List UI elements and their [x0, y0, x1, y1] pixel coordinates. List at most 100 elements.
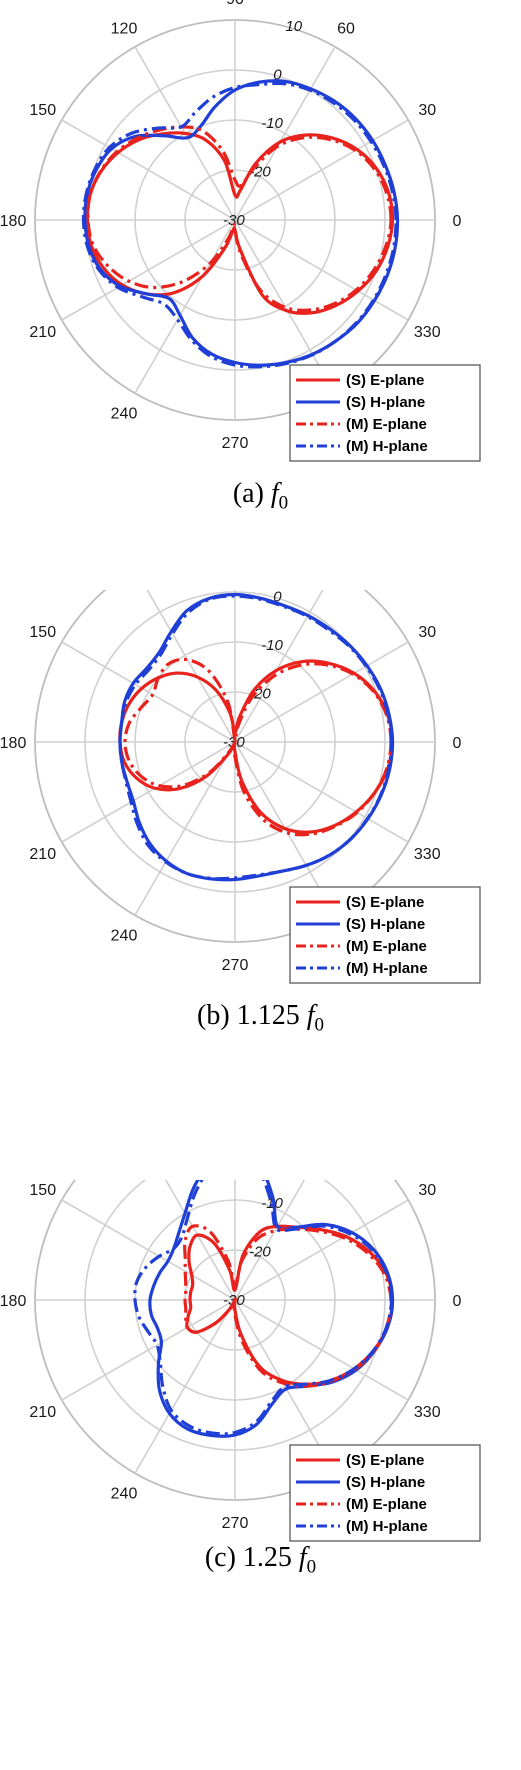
angle-tick-label: 180 [0, 1293, 26, 1310]
legend-label: (S) H-plane [346, 394, 425, 411]
caption-subscript: 0 [306, 1556, 317, 1578]
series-line [86, 125, 393, 312]
grid-spoke [234, 219, 409, 321]
legend-label: (S) E-plane [346, 894, 424, 911]
grid-spoke [61, 119, 236, 221]
grid-spoke [134, 219, 236, 394]
chart-panel-a: 0306090120150180210240270330100-10-20-30… [0, 0, 521, 590]
caption-c: (c) 1.25 f0 [0, 1542, 521, 1579]
radial-tick-label: 10 [285, 18, 302, 35]
grid-spoke [61, 1299, 236, 1401]
series-line [85, 131, 395, 315]
polar-plot-b: 0306090120150180210240270330100-10-20-30… [0, 590, 481, 984]
series-line [148, 1180, 395, 1438]
caption-subscript: 0 [314, 1014, 324, 1036]
grid-spoke [134, 741, 236, 916]
caption-prefix: (b) [197, 1000, 230, 1031]
legend-label: (M) E-plane [346, 938, 427, 955]
series-line [118, 594, 394, 881]
angle-tick-label: 210 [29, 846, 56, 863]
angle-tick-label: 0 [453, 213, 462, 230]
angle-tick-label: 30 [418, 1182, 436, 1199]
series-line [183, 1224, 393, 1388]
angle-tick-label: 180 [0, 735, 26, 752]
angle-tick-label: 330 [414, 846, 441, 863]
series-line [133, 1180, 394, 1436]
angle-tick-label: 210 [29, 324, 56, 341]
radial-tick-label: -10 [261, 637, 283, 654]
legend-label: (M) H-plane [346, 960, 428, 977]
grid-spoke [234, 641, 409, 743]
caption-subscript: 0 [278, 492, 289, 514]
angle-tick-label: 210 [29, 1404, 56, 1421]
series-line [81, 81, 398, 369]
series-line [118, 659, 395, 834]
grid-spoke [134, 1299, 236, 1474]
grid-spoke [234, 119, 409, 221]
series-line [123, 657, 393, 837]
legend-label: (M) H-plane [346, 438, 428, 455]
angle-tick-label: 90 [226, 0, 244, 8]
legend-label: (S) H-plane [346, 1474, 425, 1491]
legend: (S) E-plane (S) H-plane (M) E-plane (M) H-p… [289, 364, 481, 462]
angle-tick-label: 60 [337, 21, 355, 38]
grid-spoke [234, 46, 336, 221]
legend: (S) E-plane (S) H-plane (M) E-plane (M) H-p… [289, 886, 481, 984]
polar-grid [34, 19, 436, 421]
grid-spoke [234, 1180, 306, 1301]
grid-spoke [234, 590, 324, 743]
grid-spoke [234, 1299, 409, 1401]
radial-tick-label: -30 [223, 212, 245, 229]
grid-spoke [61, 1199, 236, 1301]
caption-factor: 1.25 [242, 1542, 292, 1573]
caption-symbol: f [298, 1542, 307, 1573]
grid-spoke [234, 741, 409, 843]
grid-spoke [61, 741, 236, 843]
angle-tick-label: 180 [0, 213, 26, 230]
chart-panel-c: 0306090120150180210240270330100-10-20-30… [0, 1180, 521, 1770]
caption-b: (b) 1.125 f0 [0, 1000, 521, 1037]
caption-symbol: f [270, 478, 279, 509]
legend-label: (M) E-plane [346, 416, 427, 433]
polar-plot-a: 0306090120150180210240270330100-10-20-30… [0, 0, 481, 462]
legend: (S) E-plane (S) H-plane (M) E-plane (M) H-p… [289, 1444, 481, 1542]
angle-tick-label: 330 [414, 1404, 441, 1421]
legend-label: (M) H-plane [346, 1518, 428, 1535]
caption-prefix: (a) [232, 478, 264, 509]
radial-tick-label: 0 [273, 66, 282, 83]
series-group [133, 1180, 395, 1438]
polar-grid [34, 590, 436, 943]
legend-label: (S) E-plane [346, 1452, 424, 1469]
angle-tick-label: 270 [222, 1515, 249, 1532]
caption-prefix: (c) [204, 1542, 236, 1573]
radial-tick-label: -10 [261, 115, 283, 132]
legend-label: (M) E-plane [346, 1496, 427, 1513]
legend-label: (S) E-plane [346, 372, 424, 389]
angle-tick-label: 330 [414, 324, 441, 341]
angle-tick-label: 30 [418, 624, 436, 641]
angle-tick-label: 0 [453, 735, 462, 752]
angle-tick-label: 30 [418, 102, 436, 119]
caption-symbol: f [306, 1000, 315, 1031]
polar-plot-c: 0306090120150180210240270330100-10-20-30… [0, 1180, 481, 1542]
grid-spoke [146, 590, 236, 743]
grid-spoke [234, 1299, 336, 1474]
grid-spoke [234, 1199, 409, 1301]
grid-spoke [61, 219, 236, 321]
legend-label: (S) H-plane [346, 916, 425, 933]
angle-tick-label: 240 [111, 405, 138, 422]
grid-spoke [61, 641, 236, 743]
radial-tick-label: 0 [273, 590, 282, 605]
angle-tick-label: 150 [29, 1182, 56, 1199]
radial-tick-label: -20 [249, 1243, 271, 1260]
angle-tick-label: 240 [111, 927, 138, 944]
angle-tick-label: 120 [111, 21, 138, 38]
series-group [118, 592, 395, 882]
angle-tick-label: 270 [222, 957, 249, 974]
chart-panel-b: 0306090120150180210240270330100-10-20-30… [0, 590, 521, 1180]
angle-tick-label: 150 [29, 624, 56, 641]
angle-tick-label: 270 [222, 435, 249, 452]
angle-tick-label: 150 [29, 102, 56, 119]
angle-tick-label: 0 [453, 1293, 462, 1310]
series-group [81, 79, 400, 369]
